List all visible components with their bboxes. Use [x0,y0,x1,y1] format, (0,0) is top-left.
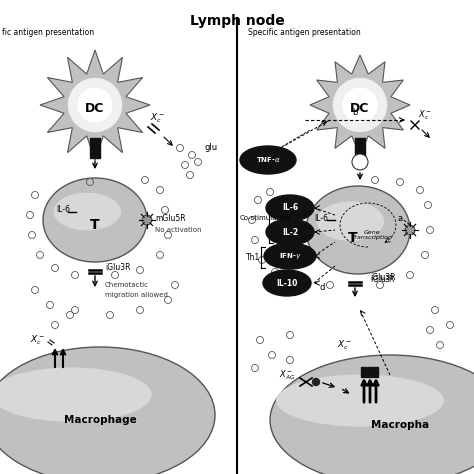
Text: $X_c^-$: $X_c^-$ [337,338,352,352]
Text: mGlu5R: mGlu5R [155,213,186,222]
Ellipse shape [264,243,316,269]
Bar [355,138,365,158]
Circle shape [405,225,415,235]
Ellipse shape [317,201,384,241]
Text: IL-6: IL-6 [56,206,70,215]
Text: Gene
Transcription: Gene Transcription [352,229,392,240]
Text: T: T [90,218,100,232]
Text: $X_c^-$: $X_c^-$ [418,108,432,122]
Polygon shape [40,50,150,160]
Circle shape [142,215,152,225]
Circle shape [342,87,378,123]
Ellipse shape [43,178,147,262]
Text: migration allowed: migration allowed [105,292,168,298]
Text: Lymph node: Lymph node [190,14,284,28]
Ellipse shape [54,193,121,230]
Text: $X_c^-$: $X_c^-$ [30,333,45,347]
Text: a: a [397,213,402,222]
Text: DC: DC [350,101,370,115]
Bar [362,367,366,377]
Polygon shape [310,55,410,155]
Text: T: T [348,231,358,245]
Text: Chemotactic: Chemotactic [105,282,149,288]
Text: IL-10: IL-10 [276,279,298,288]
Ellipse shape [276,374,444,427]
Ellipse shape [240,146,296,174]
Text: $X_{AG}^-$: $X_{AG}^-$ [279,368,295,382]
Ellipse shape [0,347,215,474]
Ellipse shape [263,270,311,296]
Text: Th1: Th1 [246,254,260,263]
Circle shape [352,154,368,170]
Text: Specific antigen presentation: Specific antigen presentation [248,28,361,37]
Text: iGlu3$\!\mathregular{R}$: iGlu3$\!\mathregular{R}$ [370,273,396,283]
Circle shape [333,78,387,132]
Text: IL-6: IL-6 [282,203,298,212]
Ellipse shape [266,195,314,221]
Text: Macrophage: Macrophage [64,415,137,425]
Text: iGlu3R: iGlu3R [105,264,130,273]
Ellipse shape [270,355,474,474]
Text: $X_c^-$: $X_c^-$ [150,111,165,125]
Text: TNF-$\alpha$: TNF-$\alpha$ [255,155,281,164]
Circle shape [312,379,319,385]
Bar [367,367,373,377]
Circle shape [77,87,113,123]
Bar [90,138,100,158]
Ellipse shape [266,219,314,245]
Text: Macropha: Macropha [371,420,429,430]
Bar [374,367,379,377]
Circle shape [68,78,122,132]
Text: d: d [319,283,325,292]
Text: IL-6: IL-6 [314,213,328,222]
Text: IL-2: IL-2 [282,228,298,237]
Ellipse shape [0,367,152,422]
Text: Co-stimulation: Co-stimulation [240,215,291,221]
Text: IFN-$\gamma$: IFN-$\gamma$ [279,251,301,261]
Text: iGlu3R: iGlu3R [370,273,395,283]
Text: glu: glu [205,144,218,153]
Text: fic antigen presentation: fic antigen presentation [2,28,94,37]
Text: b: b [352,108,358,117]
Text: No activation: No activation [155,227,201,233]
Ellipse shape [306,186,410,274]
Text: DC: DC [85,101,105,115]
